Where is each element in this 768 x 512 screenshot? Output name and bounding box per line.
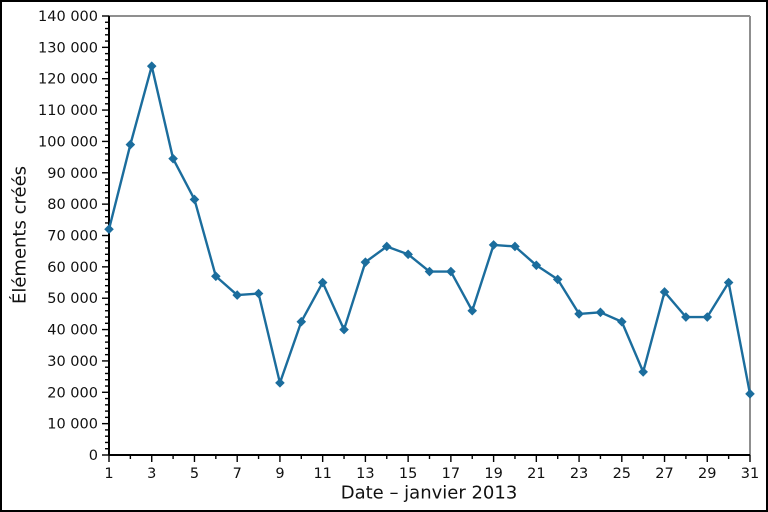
- x-axis-title: Date – janvier 2013: [340, 482, 518, 504]
- x-tick-label: 19: [484, 466, 502, 482]
- data-point-marker: [360, 257, 371, 267]
- y-tick-label: 0: [89, 448, 98, 464]
- data-point-marker: [317, 277, 328, 288]
- x-tick-label: 15: [399, 466, 417, 482]
- y-tick-label: 50 000: [47, 291, 98, 307]
- data-point-marker: [681, 312, 691, 322]
- data-point-marker: [424, 266, 435, 277]
- y-axis-title: Éléments créés: [9, 165, 31, 305]
- y-tick-label: 110 000: [38, 103, 98, 119]
- y-tick-label: 90 000: [47, 166, 98, 182]
- data-point-marker: [275, 378, 285, 388]
- data-point-marker: [467, 305, 478, 316]
- data-point-marker: [403, 249, 413, 260]
- data-point-marker: [211, 271, 221, 282]
- data-point-marker: [446, 266, 456, 277]
- y-tick-label: 60 000: [47, 260, 98, 276]
- data-point-marker: [125, 139, 136, 150]
- data-point-marker: [723, 277, 734, 288]
- y-tick-label: 140 000: [38, 9, 98, 25]
- x-tick-label: 31: [741, 466, 759, 482]
- data-point-marker: [189, 194, 200, 205]
- data-point-marker: [296, 316, 307, 327]
- data-point-marker: [745, 389, 755, 399]
- x-tick-label: 25: [613, 466, 631, 482]
- data-point-marker: [146, 61, 157, 71]
- y-tick-label: 30 000: [47, 354, 98, 370]
- x-tick-label: 13: [356, 466, 374, 482]
- data-point-marker: [488, 240, 499, 250]
- x-tick-label: 3: [147, 466, 156, 482]
- data-line: [107, 64, 752, 396]
- x-tick-label: 21: [527, 466, 545, 482]
- data-point-marker: [510, 241, 520, 252]
- data-point-marker: [659, 287, 670, 297]
- x-tick-label: 1: [104, 466, 113, 482]
- x-tick-label: 23: [570, 466, 588, 482]
- data-point-marker: [168, 153, 178, 164]
- data-point-marker: [531, 260, 542, 271]
- y-tick-label: 100 000: [38, 134, 98, 150]
- x-tick-label: 7: [233, 466, 242, 482]
- x-tick-label: 9: [275, 466, 284, 482]
- data-point-marker: [104, 224, 114, 235]
- x-tick-label: 5: [190, 466, 199, 482]
- y-tick-label: 70 000: [47, 229, 98, 245]
- y-tick-label: 10 000: [47, 417, 98, 433]
- data-point-marker: [702, 312, 713, 322]
- y-tick-label: 40 000: [47, 323, 98, 339]
- y-tick-label: 80 000: [47, 197, 98, 213]
- data-point-marker: [253, 288, 264, 299]
- data-point-marker: [381, 241, 392, 252]
- data-point-marker: [552, 274, 563, 285]
- y-tick-label: 130 000: [38, 40, 98, 56]
- data-point-marker: [574, 309, 584, 319]
- data-point-marker: [617, 316, 627, 327]
- x-tick-label: 11: [313, 466, 331, 482]
- x-tick-label: 29: [698, 466, 716, 482]
- x-tick-label: 27: [655, 466, 673, 482]
- data-point-marker: [638, 367, 648, 377]
- y-tick-label: 120 000: [38, 72, 98, 88]
- x-tick-label: 17: [442, 466, 460, 482]
- data-point-marker: [339, 324, 349, 335]
- data-point-marker: [232, 290, 242, 300]
- data-point-marker: [595, 307, 606, 318]
- y-tick-label: 20 000: [47, 385, 98, 401]
